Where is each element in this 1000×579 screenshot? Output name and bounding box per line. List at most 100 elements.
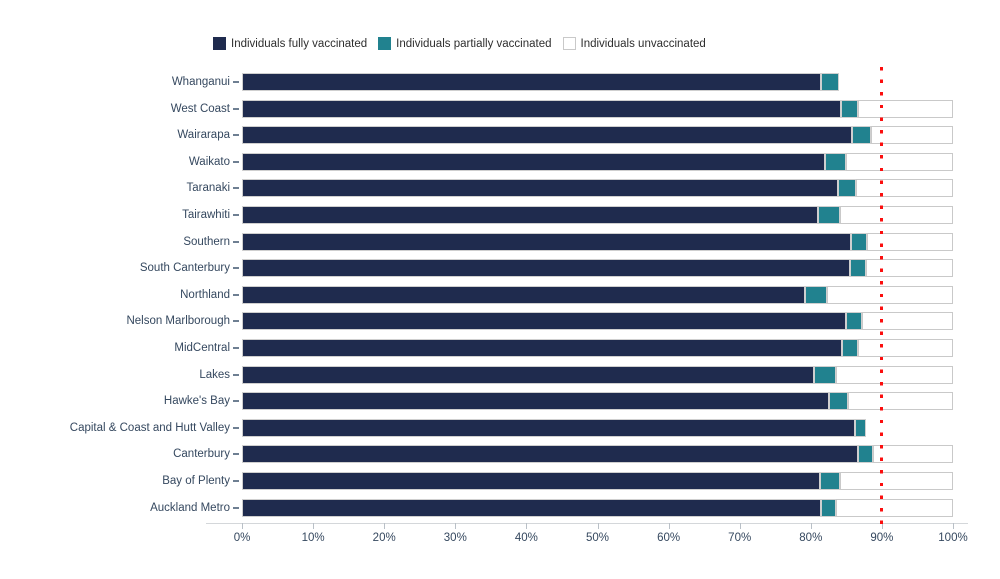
bar-row [242,179,953,198]
fully-vaccinated-segment [242,339,843,357]
partially-vaccinated-segment [828,392,848,411]
x-axis-tick-label: 40% [514,532,538,544]
y-axis-tick [233,426,239,429]
reference-line-90pct [880,67,884,526]
unvaccinated-segment [827,285,953,304]
y-axis-label: South Canterbury [139,262,230,275]
x-axis-tick [526,523,528,529]
x-axis-tick [881,523,883,529]
x-axis-tick [810,523,812,529]
bar-row [242,339,953,357]
unvaccinated-segment [858,99,953,118]
bar-row [242,498,953,517]
fully-vaccinated-segment [242,259,850,278]
plot-area [242,66,953,526]
bar-row [242,472,953,490]
x-axis-tick [313,523,315,529]
bar-row [242,392,953,411]
y-axis-tick [233,480,239,482]
y-axis-tick [233,134,239,137]
fully-vaccinated-segment [242,445,858,464]
partially-vaccinated-segment [805,285,828,304]
y-axis-label: Taranaki [186,182,230,195]
y-axis-tick [233,293,239,296]
bar-row [242,73,953,91]
x-axis-tick [953,523,954,529]
partially-vaccinated-segment [820,73,840,91]
unvaccinated-segment [847,392,953,411]
x-axis-tick [455,523,457,529]
fully-vaccinated-segment [242,126,853,145]
y-axis-tick [233,81,239,83]
bar-row [242,445,953,464]
legend-item: Individuals fully vaccinated [213,37,367,50]
x-axis-tick [597,523,599,529]
x-axis-tick-label: 10% [301,532,325,544]
unvaccinated-segment [866,232,953,251]
y-axis-label: Auckland Metro [150,501,230,514]
bar-row [242,418,953,437]
y-axis-tick [233,160,239,163]
legend-item: Individuals unvaccinated [562,37,706,50]
fully-vaccinated-swatch [213,37,226,50]
partially-vaccinated-segment [842,339,859,357]
y-axis-tick [233,506,239,509]
partially-vaccinated-swatch [378,37,392,50]
x-axis-tick [384,523,386,529]
y-axis-label: Capital & Coast and Hutt Valley [69,421,230,434]
bar-row [242,152,953,171]
fully-vaccinated-segment [242,179,838,198]
fully-vaccinated-segment [242,285,806,304]
fully-vaccinated-segment [242,365,815,384]
partially-vaccinated-segment [840,99,859,118]
bar-row [242,206,953,224]
partially-vaccinated-segment [825,152,846,171]
x-axis-tick-label: 30% [443,532,467,544]
bar-row [242,312,953,331]
fully-vaccinated-segment [242,73,821,91]
y-axis-label: Lakes [199,368,230,381]
x-axis-tick-label: 80% [799,532,823,544]
x-axis-tick-label: 100% [938,532,968,544]
x-axis-tick-label: 0% [233,532,251,544]
y-axis-label: Bay of Plenty [162,475,230,487]
y-axis-label: Hawke's Bay [163,395,230,408]
y-axis-label: MidCentral [174,342,230,354]
y-axis-label: Nelson Marlborough [126,315,230,328]
legend-label: Individuals unvaccinated [580,37,706,50]
fully-vaccinated-segment [242,472,821,490]
fully-vaccinated-segment [242,99,841,118]
partially-vaccinated-segment [857,445,874,464]
legend-label: Individuals fully vaccinated [231,37,368,50]
y-axis-tick [233,240,239,243]
x-axis-tick [739,523,741,529]
unvaccinated-segment [873,445,953,464]
bar-row [242,285,953,304]
y-axis-label: Northland [180,288,230,301]
x-axis-tick [242,523,243,529]
y-axis-label: Waikato [188,155,230,168]
legend-label: Individuals partially vaccinated [396,37,552,50]
x-axis-tick-label: 70% [728,532,752,544]
bar-row [242,259,953,278]
unvaccinated-segment [836,498,953,517]
unvaccinated-segment [845,152,953,171]
unvaccinated-segment [858,339,953,357]
partially-vaccinated-segment [851,232,867,251]
bar-row [242,126,953,145]
partially-vaccinated-segment [837,179,856,198]
bar-row [242,99,953,118]
x-axis-line [206,523,968,524]
y-axis-label: Wairarapa [177,129,230,142]
y-axis-tick [233,320,239,323]
y-axis-label: Whanganui [171,76,230,88]
x-axis-tick-label: 60% [657,532,681,544]
y-axis-tick [233,373,239,376]
y-axis-tick [233,107,239,110]
unvaccinated-segment [839,206,953,224]
y-axis-label: Southern [183,235,230,248]
x-axis-tick-label: 20% [372,532,396,544]
unvaccinated-segment [839,472,953,490]
x-axis-tick-label: 50% [585,532,610,544]
